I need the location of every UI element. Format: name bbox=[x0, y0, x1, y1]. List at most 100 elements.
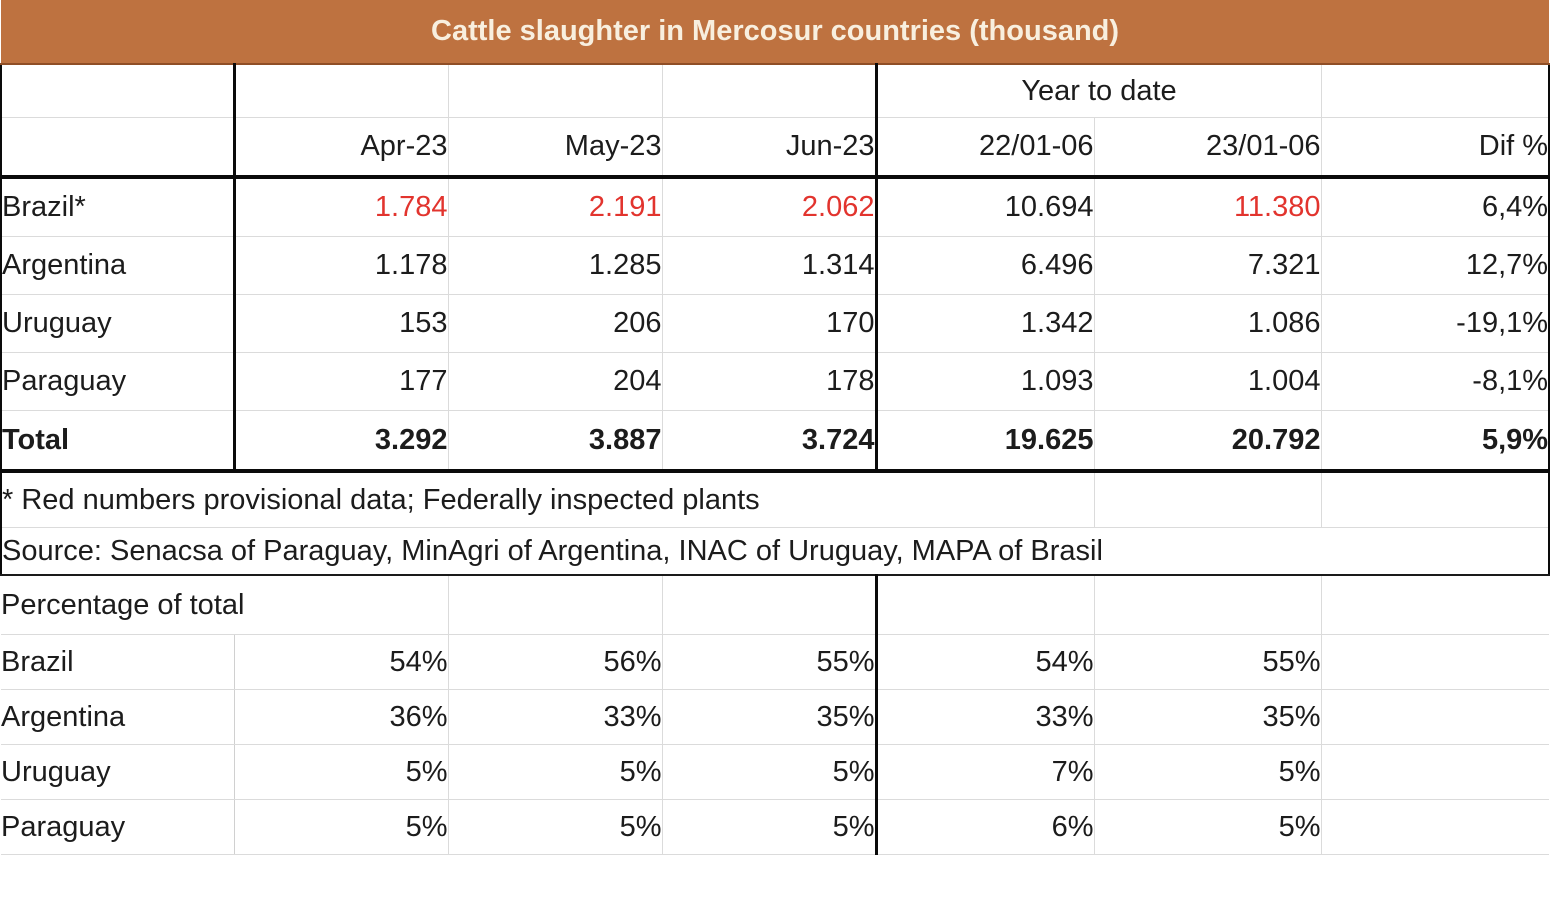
value-cell: 204 bbox=[448, 352, 663, 411]
value-cell: 19.625 bbox=[874, 410, 1095, 473]
pct-value-cell: 35% bbox=[662, 689, 876, 745]
pct-value-cell: 55% bbox=[662, 634, 876, 690]
pct-value-cell: 5% bbox=[448, 799, 663, 855]
pct-value-cell: 5% bbox=[1094, 744, 1322, 800]
empty-cell bbox=[0, 64, 236, 118]
value-cell: 10.694 bbox=[874, 177, 1095, 237]
empty-cell bbox=[1320, 575, 1550, 635]
col-header-ytd-22: 22/01-06 bbox=[874, 117, 1095, 179]
value-cell: 153 bbox=[234, 294, 449, 353]
cattle-slaughter-table: Cattle slaughter in Mercosur countries (… bbox=[0, 0, 1551, 855]
pct-value-cell: 5% bbox=[234, 799, 449, 855]
value-cell: 1.314 bbox=[662, 236, 876, 295]
row-label-argentina: Argentina bbox=[0, 236, 236, 295]
value-cell: 11.380 bbox=[1094, 177, 1322, 237]
empty-cell bbox=[661, 575, 876, 635]
pct-value-cell: 55% bbox=[1094, 634, 1322, 690]
row-label-total: Total bbox=[0, 410, 236, 473]
value-cell: -19,1% bbox=[1321, 294, 1551, 353]
empty-cell bbox=[1321, 689, 1550, 745]
row-label-paraguay: Paraguay bbox=[0, 352, 236, 411]
empty-cell bbox=[662, 64, 876, 118]
empty-cell bbox=[874, 575, 1094, 635]
value-cell: 6.496 bbox=[874, 236, 1095, 295]
pct-value-cell: 7% bbox=[874, 744, 1095, 800]
percentage-section-label: Percentage of total bbox=[1, 575, 448, 635]
empty-cell bbox=[447, 575, 662, 635]
row-argentina: Argentina 1.178 1.285 1.314 6.496 7.321 … bbox=[0, 236, 1551, 295]
pct-row-label-argentina: Argentina bbox=[1, 689, 235, 745]
pct-value-cell: 33% bbox=[448, 689, 663, 745]
pct-row-argentina: Argentina 36% 33% 35% 33% 35% bbox=[1, 689, 1550, 745]
pct-value-cell: 5% bbox=[234, 744, 449, 800]
pct-row-paraguay: Paraguay 5% 5% 5% 6% 5% bbox=[1, 799, 1550, 855]
value-cell: 6,4% bbox=[1321, 177, 1551, 237]
pct-value-cell: 5% bbox=[1094, 799, 1322, 855]
pct-value-cell: 33% bbox=[874, 689, 1095, 745]
col-header-jun: Jun-23 bbox=[662, 117, 876, 179]
value-cell: 2.191 bbox=[448, 177, 663, 237]
value-cell: 5,9% bbox=[1321, 410, 1551, 473]
pct-value-cell: 54% bbox=[234, 634, 449, 690]
value-cell: -8,1% bbox=[1321, 352, 1551, 411]
pct-row-label-paraguay: Paraguay bbox=[1, 799, 235, 855]
value-cell: 1.784 bbox=[234, 177, 449, 237]
footnote-row: * Red numbers provisional data; Federall… bbox=[0, 471, 1551, 528]
empty-cell bbox=[448, 64, 663, 118]
value-cell: 2.062 bbox=[662, 177, 876, 237]
row-label-brazil: Brazil* bbox=[0, 177, 236, 237]
pct-value-cell: 5% bbox=[448, 744, 663, 800]
source-text: Source: Senacsa of Paraguay, MinAgri of … bbox=[0, 527, 1551, 576]
pct-value-cell: 36% bbox=[234, 689, 449, 745]
row-brazil: Brazil* 1.784 2.191 2.062 10.694 11.380 … bbox=[0, 177, 1551, 237]
pct-row-label-brazil: Brazil bbox=[1, 634, 235, 690]
value-cell: 3.887 bbox=[448, 410, 663, 473]
value-cell: 3.292 bbox=[234, 410, 449, 473]
value-cell: 7.321 bbox=[1094, 236, 1322, 295]
value-cell: 3.724 bbox=[662, 410, 876, 473]
percentage-section-label-row: Percentage of total bbox=[1, 575, 1550, 635]
pct-value-cell: 5% bbox=[662, 799, 876, 855]
pct-value-cell: 56% bbox=[448, 634, 663, 690]
empty-cell bbox=[1320, 471, 1551, 528]
year-to-date-row: Year to date bbox=[0, 64, 1551, 118]
empty-cell bbox=[1321, 744, 1550, 800]
row-total: Total 3.292 3.887 3.724 19.625 20.792 5,… bbox=[0, 410, 1551, 473]
value-cell: 20.792 bbox=[1094, 410, 1322, 473]
value-cell: 1.004 bbox=[1094, 352, 1322, 411]
year-to-date-header: Year to date bbox=[874, 64, 1321, 118]
row-paraguay: Paraguay 177 204 178 1.093 1.004 -8,1% bbox=[0, 352, 1551, 411]
empty-cell bbox=[1093, 471, 1321, 528]
empty-cell bbox=[1321, 634, 1550, 690]
value-cell: 1.093 bbox=[874, 352, 1095, 411]
value-cell: 170 bbox=[662, 294, 876, 353]
table-title: Cattle slaughter in Mercosur countries (… bbox=[1, 0, 1550, 65]
column-header-row: Apr-23 May-23 Jun-23 22/01-06 23/01-06 D… bbox=[0, 117, 1551, 179]
empty-cell bbox=[1093, 575, 1321, 635]
value-cell: 178 bbox=[662, 352, 876, 411]
row-uruguay: Uruguay 153 206 170 1.342 1.086 -19,1% bbox=[0, 294, 1551, 353]
empty-cell bbox=[1320, 64, 1551, 118]
value-cell: 1.178 bbox=[234, 236, 449, 295]
empty-cell bbox=[0, 117, 236, 179]
pct-row-label-uruguay: Uruguay bbox=[1, 744, 235, 800]
col-header-apr: Apr-23 bbox=[234, 117, 449, 179]
pct-value-cell: 5% bbox=[662, 744, 876, 800]
value-cell: 177 bbox=[234, 352, 449, 411]
footnote-text: * Red numbers provisional data; Federall… bbox=[0, 471, 1094, 528]
row-label-uruguay: Uruguay bbox=[0, 294, 236, 353]
pct-row-brazil: Brazil 54% 56% 55% 54% 55% bbox=[1, 634, 1550, 690]
pct-row-uruguay: Uruguay 5% 5% 5% 7% 5% bbox=[1, 744, 1550, 800]
value-cell: 206 bbox=[448, 294, 663, 353]
value-cell: 1.342 bbox=[874, 294, 1095, 353]
empty-cell bbox=[234, 64, 449, 118]
pct-value-cell: 54% bbox=[874, 634, 1095, 690]
title-row: Cattle slaughter in Mercosur countries (… bbox=[1, 0, 1550, 65]
pct-value-cell: 35% bbox=[1094, 689, 1322, 745]
pct-value-cell: 6% bbox=[874, 799, 1095, 855]
empty-cell bbox=[1321, 799, 1550, 855]
col-header-dif: Dif % bbox=[1321, 117, 1551, 179]
col-header-ytd-23: 23/01-06 bbox=[1094, 117, 1322, 179]
source-row: Source: Senacsa of Paraguay, MinAgri of … bbox=[0, 527, 1551, 576]
